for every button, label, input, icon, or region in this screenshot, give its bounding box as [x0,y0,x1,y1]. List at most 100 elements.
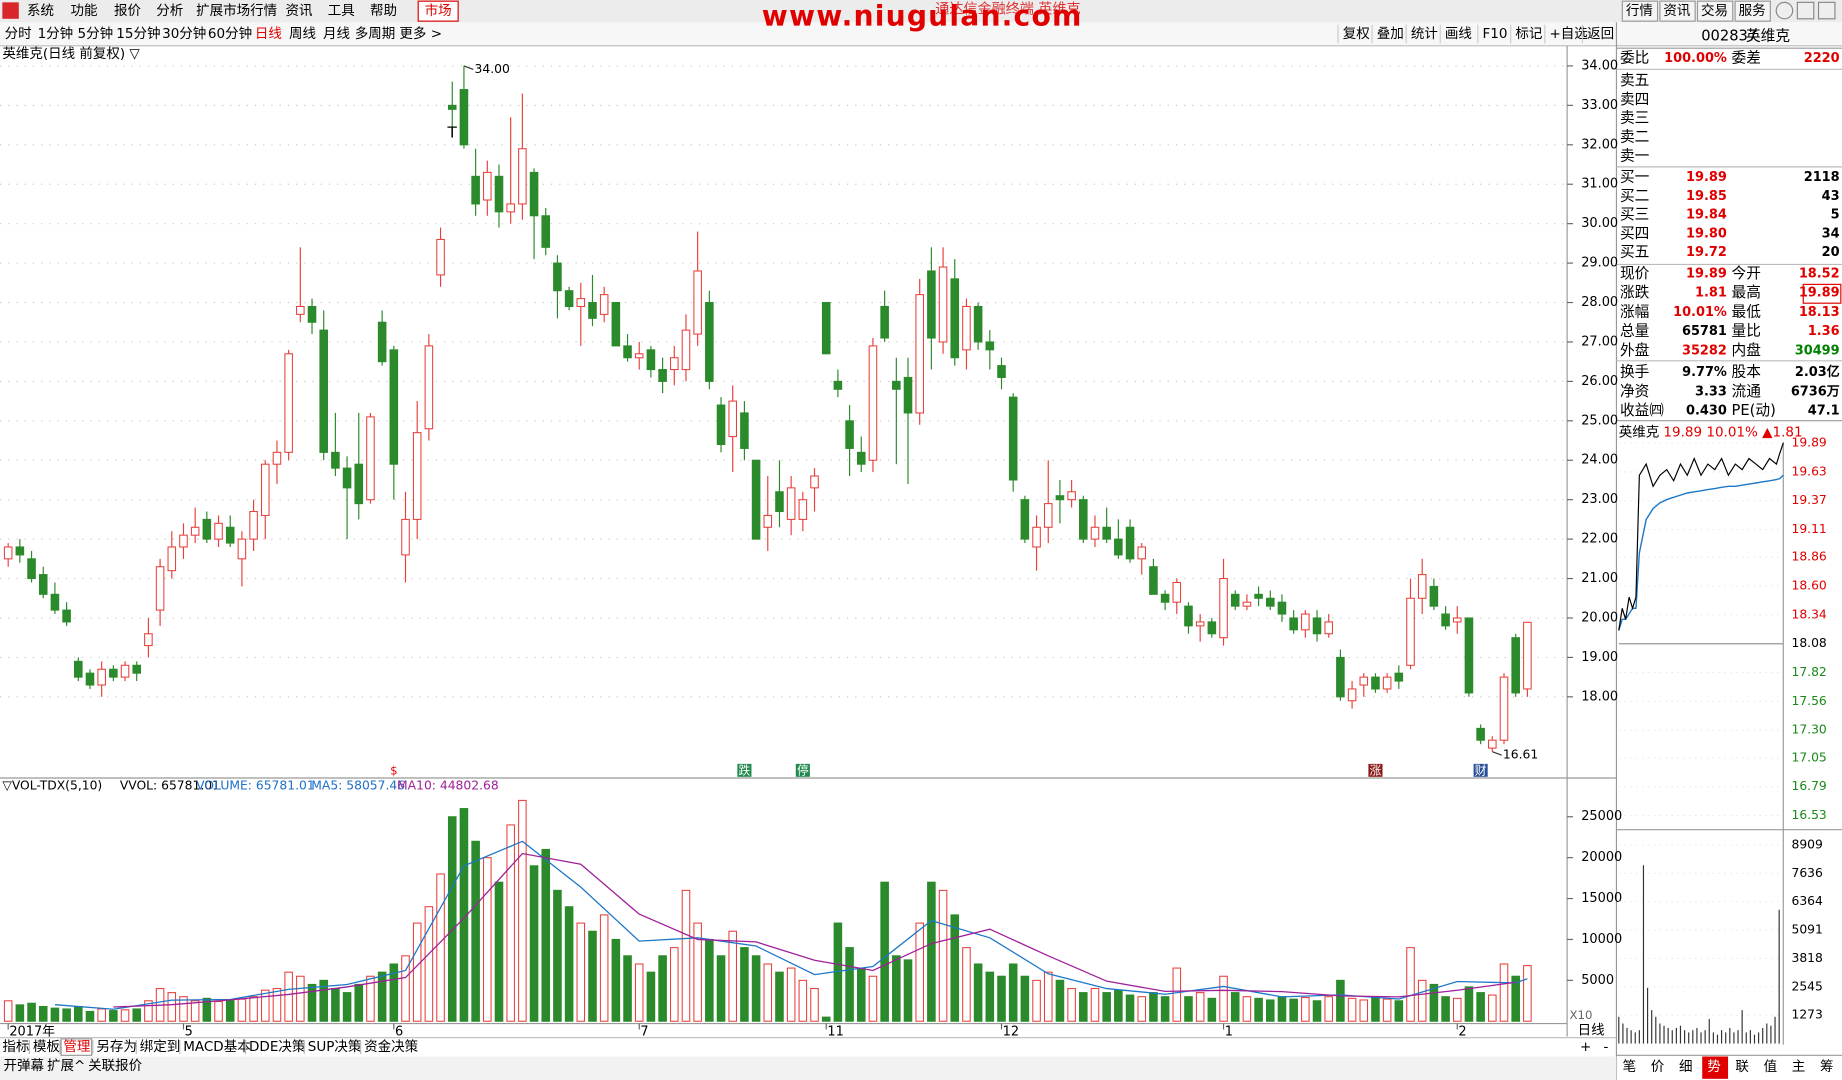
candle-body [109,668,118,678]
volume-bar [903,959,913,1022]
volume-bar [1417,979,1427,1022]
candle-body [1032,526,1041,548]
candle-body [1324,621,1334,635]
menu-item[interactable]: 扩展市场行情 [196,2,277,19]
volume-bar [260,989,270,1022]
period-tab[interactable]: 日线 [255,26,282,42]
top-button[interactable] [1696,0,1734,22]
top-button-label[interactable]: 服务 [1739,3,1766,19]
period-tab[interactable]: 30分钟 [162,25,206,42]
indicator-tab[interactable]: 模板 [33,1039,60,1055]
volume-bar [1137,996,1147,1022]
period-tab[interactable]: 60分钟 [208,25,252,42]
top-button-label[interactable]: 资讯 [1663,3,1690,19]
restore-button[interactable] [1796,1,1815,20]
period-tab[interactable]: 15分钟 [116,25,160,42]
y-tick-label: 19.63 [1791,464,1826,478]
market-label[interactable]: 市场 [425,2,452,19]
market-tab[interactable] [417,0,459,22]
candle-body [354,463,364,505]
volume-bar [740,947,749,1022]
menu-item[interactable]: 分析 [156,3,183,19]
period-tab[interactable]: 分时 [5,26,32,42]
intraday-tab[interactable]: 主 [1792,1059,1805,1075]
menu-item[interactable]: 资讯 [285,3,312,19]
period-tab[interactable]: 1分钟 [38,25,74,42]
intraday-tab[interactable]: 价 [1651,1059,1665,1075]
period-tab[interactable]: 多周期 [355,25,395,42]
annotation-leader [1492,751,1502,756]
candle-body [1172,581,1182,603]
tool-button[interactable]: 返回 [1587,26,1614,42]
quote-cell: 3.33 [1695,384,1727,399]
period-tab[interactable]: 5分钟 [78,25,114,42]
tool-button[interactable]: 标记 [1515,26,1542,42]
top-button[interactable] [1659,0,1696,22]
zoom-in[interactable]: + [1580,1039,1591,1055]
top-button-label[interactable]: 交易 [1701,2,1728,19]
chart-title: 英维克(日线 前复权) ▽ [2,45,140,62]
tool-button[interactable]: 复权 [1343,25,1370,42]
period-tab[interactable]: 月线 [323,26,350,42]
period-tab[interactable]: 周线 [289,26,316,42]
candle-body [249,510,258,540]
indicator-tab[interactable]: 另存为 [96,1039,136,1055]
indicator-tab[interactable]: SUP决策 [308,1038,362,1055]
top-button[interactable] [1734,0,1771,22]
help-button[interactable] [1775,1,1794,20]
tool-button[interactable]: +自选 [1549,26,1588,42]
candle-body [3,546,13,560]
intraday-tab[interactable]: 细 [1679,1059,1692,1075]
tool-button[interactable]: 统计 [1411,26,1438,42]
watermark: www.niugulan.com [762,0,1083,33]
ask-label: 卖一 [1620,147,1650,164]
tool-button[interactable]: 叠加 [1377,26,1404,42]
indicator-tab[interactable]: 资金决策 [364,1038,418,1055]
intraday-tab[interactable]: 势 [1707,1059,1720,1075]
candle-body [1090,526,1100,540]
y-tick-label: 1273 [1791,1008,1822,1022]
volume-bar [1090,987,1100,1022]
top-button[interactable] [1621,0,1659,22]
indicator-tab[interactable]: MACD基本 [183,1038,251,1055]
tool-button[interactable]: 画线 [1445,26,1472,42]
status-button[interactable]: 开弹幕 [4,1058,45,1074]
event-marker: 停 [797,763,809,777]
top-button-label[interactable]: 行情 [1626,3,1653,19]
menu-item[interactable]: 功能 [70,3,97,19]
volume-bar [1499,963,1509,1022]
y-tick-label: 16.79 [1791,779,1826,793]
close-button[interactable] [1817,1,1836,20]
status-button[interactable]: 扩展^ [47,1058,85,1074]
menu-item[interactable]: 帮助 [370,3,397,19]
quote-cell: 1.36 [1808,324,1840,339]
event-marker: 财 [1475,763,1487,777]
menu-item[interactable]: 工具 [328,3,355,19]
volume-bar [179,996,188,1022]
bid-label: 买四 [1620,225,1649,242]
event-marker: 跌 [739,763,751,777]
volume-bar [1043,971,1053,1022]
quote-cell: 最高 [1732,284,1761,301]
zoom-out[interactable]: - [1604,1039,1609,1055]
volume-bar [1020,975,1030,1022]
quote-cell: 涨幅 [1620,303,1649,320]
intraday-tab[interactable]: 值 [1764,1059,1777,1075]
menu-item[interactable]: 报价 [114,3,141,19]
intraday-tab[interactable]: 筹 [1820,1058,1833,1075]
indicator-tab[interactable]: 指标 [2,1039,29,1055]
volume-bar [1511,975,1520,1022]
indicator-tab[interactable]: 管理 [63,1039,90,1055]
volume-bar [775,971,784,1022]
intraday-tab[interactable]: 联 [1735,1059,1749,1075]
period-tab[interactable]: 更多 > [399,25,442,42]
indicator-tab[interactable]: 绑定到 [140,1039,180,1055]
indicator-tab[interactable]: DDE决策 [249,1038,306,1055]
volume-bar [74,1005,83,1022]
intraday-tab[interactable]: 笔 [1623,1059,1636,1075]
highlight-box [1802,283,1842,304]
tool-button[interactable]: F10 [1483,26,1508,42]
status-button[interactable]: 关联报价 [88,1058,142,1074]
menu-item[interactable]: 系统 [27,3,54,19]
volume-bar [1429,983,1439,1022]
